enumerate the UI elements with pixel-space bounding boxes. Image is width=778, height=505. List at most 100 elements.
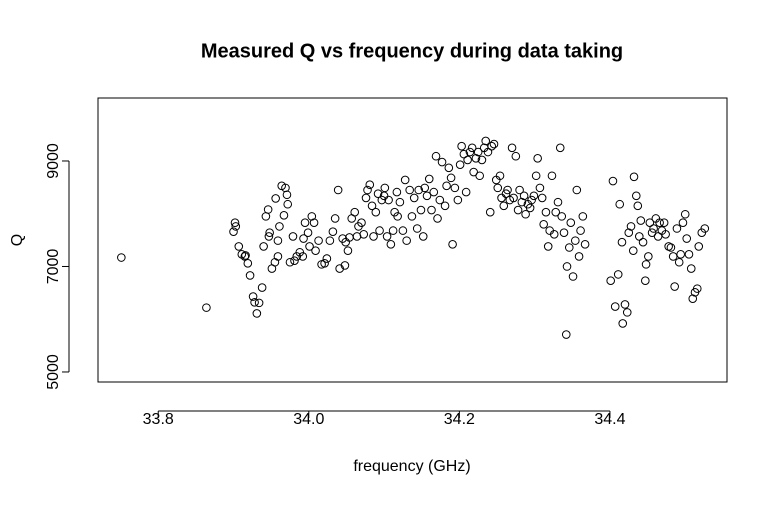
point bbox=[420, 183, 430, 193]
x-tick-label: 34.0 bbox=[293, 411, 324, 428]
point bbox=[263, 205, 273, 214]
y-tick-label: 5000 bbox=[45, 354, 62, 390]
point bbox=[527, 195, 536, 205]
point bbox=[265, 228, 274, 238]
point bbox=[298, 252, 308, 261]
point bbox=[388, 226, 398, 235]
point bbox=[435, 195, 445, 205]
point bbox=[373, 189, 383, 198]
point bbox=[467, 143, 477, 153]
point bbox=[455, 160, 465, 169]
point bbox=[633, 201, 643, 211]
y-tick-label: 9000 bbox=[45, 143, 62, 179]
point bbox=[572, 185, 582, 195]
point bbox=[380, 183, 390, 193]
point bbox=[311, 246, 320, 255]
point bbox=[322, 254, 332, 263]
point bbox=[450, 183, 460, 193]
point bbox=[393, 212, 402, 221]
point bbox=[692, 284, 702, 293]
point bbox=[243, 259, 253, 268]
point bbox=[561, 330, 571, 339]
point bbox=[340, 261, 350, 270]
point bbox=[395, 197, 405, 207]
point bbox=[307, 212, 317, 221]
point bbox=[117, 253, 126, 262]
point bbox=[283, 199, 293, 209]
point bbox=[229, 227, 238, 236]
point bbox=[457, 141, 466, 151]
point bbox=[535, 183, 545, 193]
point bbox=[424, 174, 434, 184]
point bbox=[365, 180, 375, 190]
point bbox=[440, 201, 450, 211]
point bbox=[547, 171, 557, 181]
point bbox=[257, 283, 267, 292]
point bbox=[442, 181, 451, 191]
point bbox=[230, 218, 240, 227]
point bbox=[414, 185, 424, 195]
point bbox=[357, 218, 366, 227]
point bbox=[485, 207, 495, 217]
point bbox=[477, 155, 487, 165]
point bbox=[489, 139, 499, 149]
point bbox=[622, 308, 632, 317]
point bbox=[448, 240, 457, 249]
point bbox=[549, 230, 559, 239]
point bbox=[509, 193, 518, 203]
point bbox=[320, 259, 329, 268]
point bbox=[562, 262, 572, 271]
point bbox=[511, 151, 521, 161]
point bbox=[400, 175, 410, 185]
point bbox=[290, 256, 299, 265]
point bbox=[655, 218, 664, 227]
x-tick-label: 34.2 bbox=[444, 411, 475, 428]
point bbox=[461, 187, 471, 197]
point bbox=[557, 212, 567, 221]
point bbox=[543, 242, 553, 251]
point bbox=[666, 243, 676, 252]
point bbox=[371, 207, 381, 217]
point bbox=[674, 257, 684, 267]
point bbox=[641, 260, 651, 269]
point bbox=[684, 250, 694, 259]
point bbox=[519, 191, 529, 201]
point bbox=[409, 193, 419, 203]
point bbox=[649, 224, 658, 233]
point bbox=[281, 183, 290, 193]
point bbox=[551, 207, 561, 217]
point bbox=[647, 228, 657, 238]
point bbox=[559, 228, 569, 238]
point bbox=[475, 171, 484, 181]
point bbox=[541, 207, 551, 217]
point bbox=[661, 230, 670, 239]
point bbox=[610, 302, 620, 311]
point bbox=[487, 141, 497, 151]
point bbox=[469, 167, 478, 177]
point bbox=[628, 246, 638, 255]
point bbox=[416, 205, 426, 215]
point bbox=[412, 224, 422, 233]
plot-box bbox=[97, 97, 728, 383]
point bbox=[433, 214, 442, 223]
point bbox=[493, 183, 503, 193]
point bbox=[481, 136, 491, 146]
point bbox=[288, 232, 298, 241]
chart-title: Measured Q vs frequency during data taki… bbox=[201, 40, 623, 62]
point bbox=[375, 226, 384, 235]
point bbox=[672, 224, 682, 233]
point bbox=[555, 143, 565, 153]
point bbox=[303, 228, 313, 238]
point bbox=[279, 211, 289, 220]
point bbox=[620, 300, 630, 309]
point bbox=[688, 294, 698, 303]
point bbox=[384, 195, 393, 205]
point bbox=[275, 222, 284, 231]
point bbox=[670, 282, 679, 291]
point bbox=[678, 218, 688, 227]
point bbox=[629, 172, 639, 182]
point bbox=[618, 319, 628, 328]
point bbox=[644, 252, 653, 261]
point bbox=[515, 185, 524, 195]
